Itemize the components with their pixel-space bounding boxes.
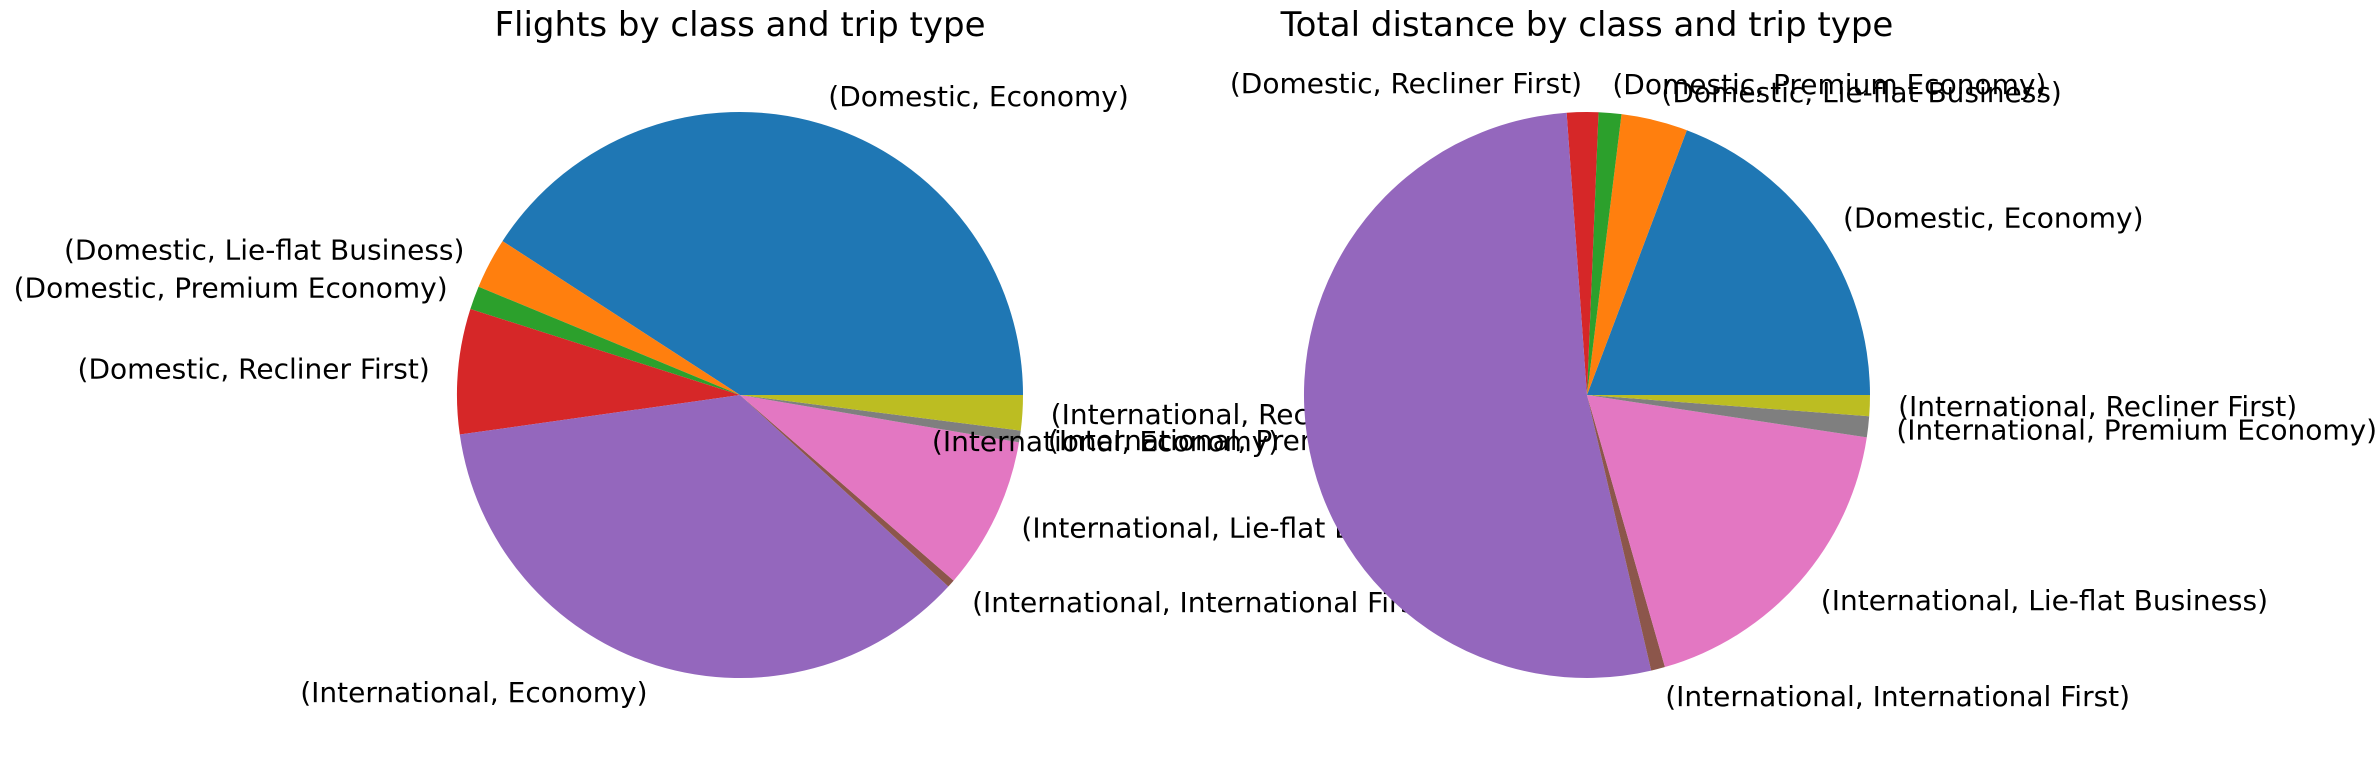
pie-slice-distance-international-lie-flat-business xyxy=(1587,395,1867,668)
pie-chart-distance: Total distance by class and trip type (D… xyxy=(932,5,2377,713)
slice-label-flights-domestic-lie-flat-business: (Domestic, Lie-flat Business) xyxy=(64,234,464,267)
pie-slice-flights-international-international-first xyxy=(740,395,954,587)
pie-slice-flights-international-lie-flat-business xyxy=(740,395,1019,581)
slice-label-distance-international-recliner-first: (International, Recliner First) xyxy=(1898,390,2297,423)
slice-label-flights-domestic-recliner-first: (Domestic, Recliner First) xyxy=(78,352,430,385)
pie-slice-distance-domestic-economy xyxy=(1587,130,1870,395)
slice-label-flights-domestic-economy: (Domestic, Economy) xyxy=(828,80,1129,113)
chart-title-distance: Total distance by class and trip type xyxy=(1280,5,1894,45)
pie-chart-flights: Flights by class and trip type (Domestic… xyxy=(14,5,1529,709)
pie-slice-flights-domestic-lie-flat-business xyxy=(478,241,740,395)
pie-slice-flights-domestic-recliner-first xyxy=(456,309,740,435)
slices-distance xyxy=(1303,112,1870,679)
pie-slice-distance-international-economy xyxy=(1303,112,1652,679)
pie-slice-distance-international-recliner-first xyxy=(1587,395,1870,417)
pie-slice-distance-international-international-first xyxy=(1587,395,1665,671)
chart-title-flights: Flights by class and trip type xyxy=(494,5,985,45)
slice-label-distance-domestic-premium-economy: (Domestic, Premium Economy) xyxy=(1612,68,2046,101)
slice-label-flights-international-international-first: (International, International First) xyxy=(972,586,1437,619)
slice-label-distance-domestic-economy: (Domestic, Economy) xyxy=(1843,201,2144,234)
pie-slice-flights-domestic-economy xyxy=(502,111,1023,396)
pie-slice-flights-international-recliner-first xyxy=(740,395,1023,431)
pie-slice-distance-domestic-lie-flat-business xyxy=(1587,114,1687,396)
pie-slice-distance-domestic-recliner-first xyxy=(1566,112,1599,396)
slice-label-distance-international-economy: (International, Economy) xyxy=(932,425,1279,458)
pie-slice-distance-international-premium-economy xyxy=(1587,395,1870,438)
slices-flights xyxy=(456,111,1023,679)
pie-slice-distance-domestic-premium-economy xyxy=(1587,112,1622,396)
slice-label-flights-international-economy: (International, Economy) xyxy=(300,676,647,709)
slice-label-distance-domestic-lie-flat-business: (Domestic, Lie-flat Business) xyxy=(1661,76,2061,109)
slice-label-flights-domestic-premium-economy: (Domestic, Premium Economy) xyxy=(14,272,448,305)
pie-slice-flights-domestic-premium-economy xyxy=(470,286,740,395)
pie-slice-flights-international-premium-economy xyxy=(740,395,1021,443)
slice-label-distance-international-premium-economy: (International, Premium Economy) xyxy=(1896,414,2377,447)
pie-slice-flights-international-economy xyxy=(459,395,949,679)
slice-label-distance-domestic-recliner-first: (Domestic, Recliner First) xyxy=(1230,67,1582,100)
slice-label-distance-international-lie-flat-business: (International, Lie-flat Business) xyxy=(1821,584,2268,617)
slice-label-distance-international-international-first: (International, International First) xyxy=(1665,680,2130,713)
labels-distance: (Domestic, Economy) (Domestic, Lie-flat B… xyxy=(932,67,2377,713)
